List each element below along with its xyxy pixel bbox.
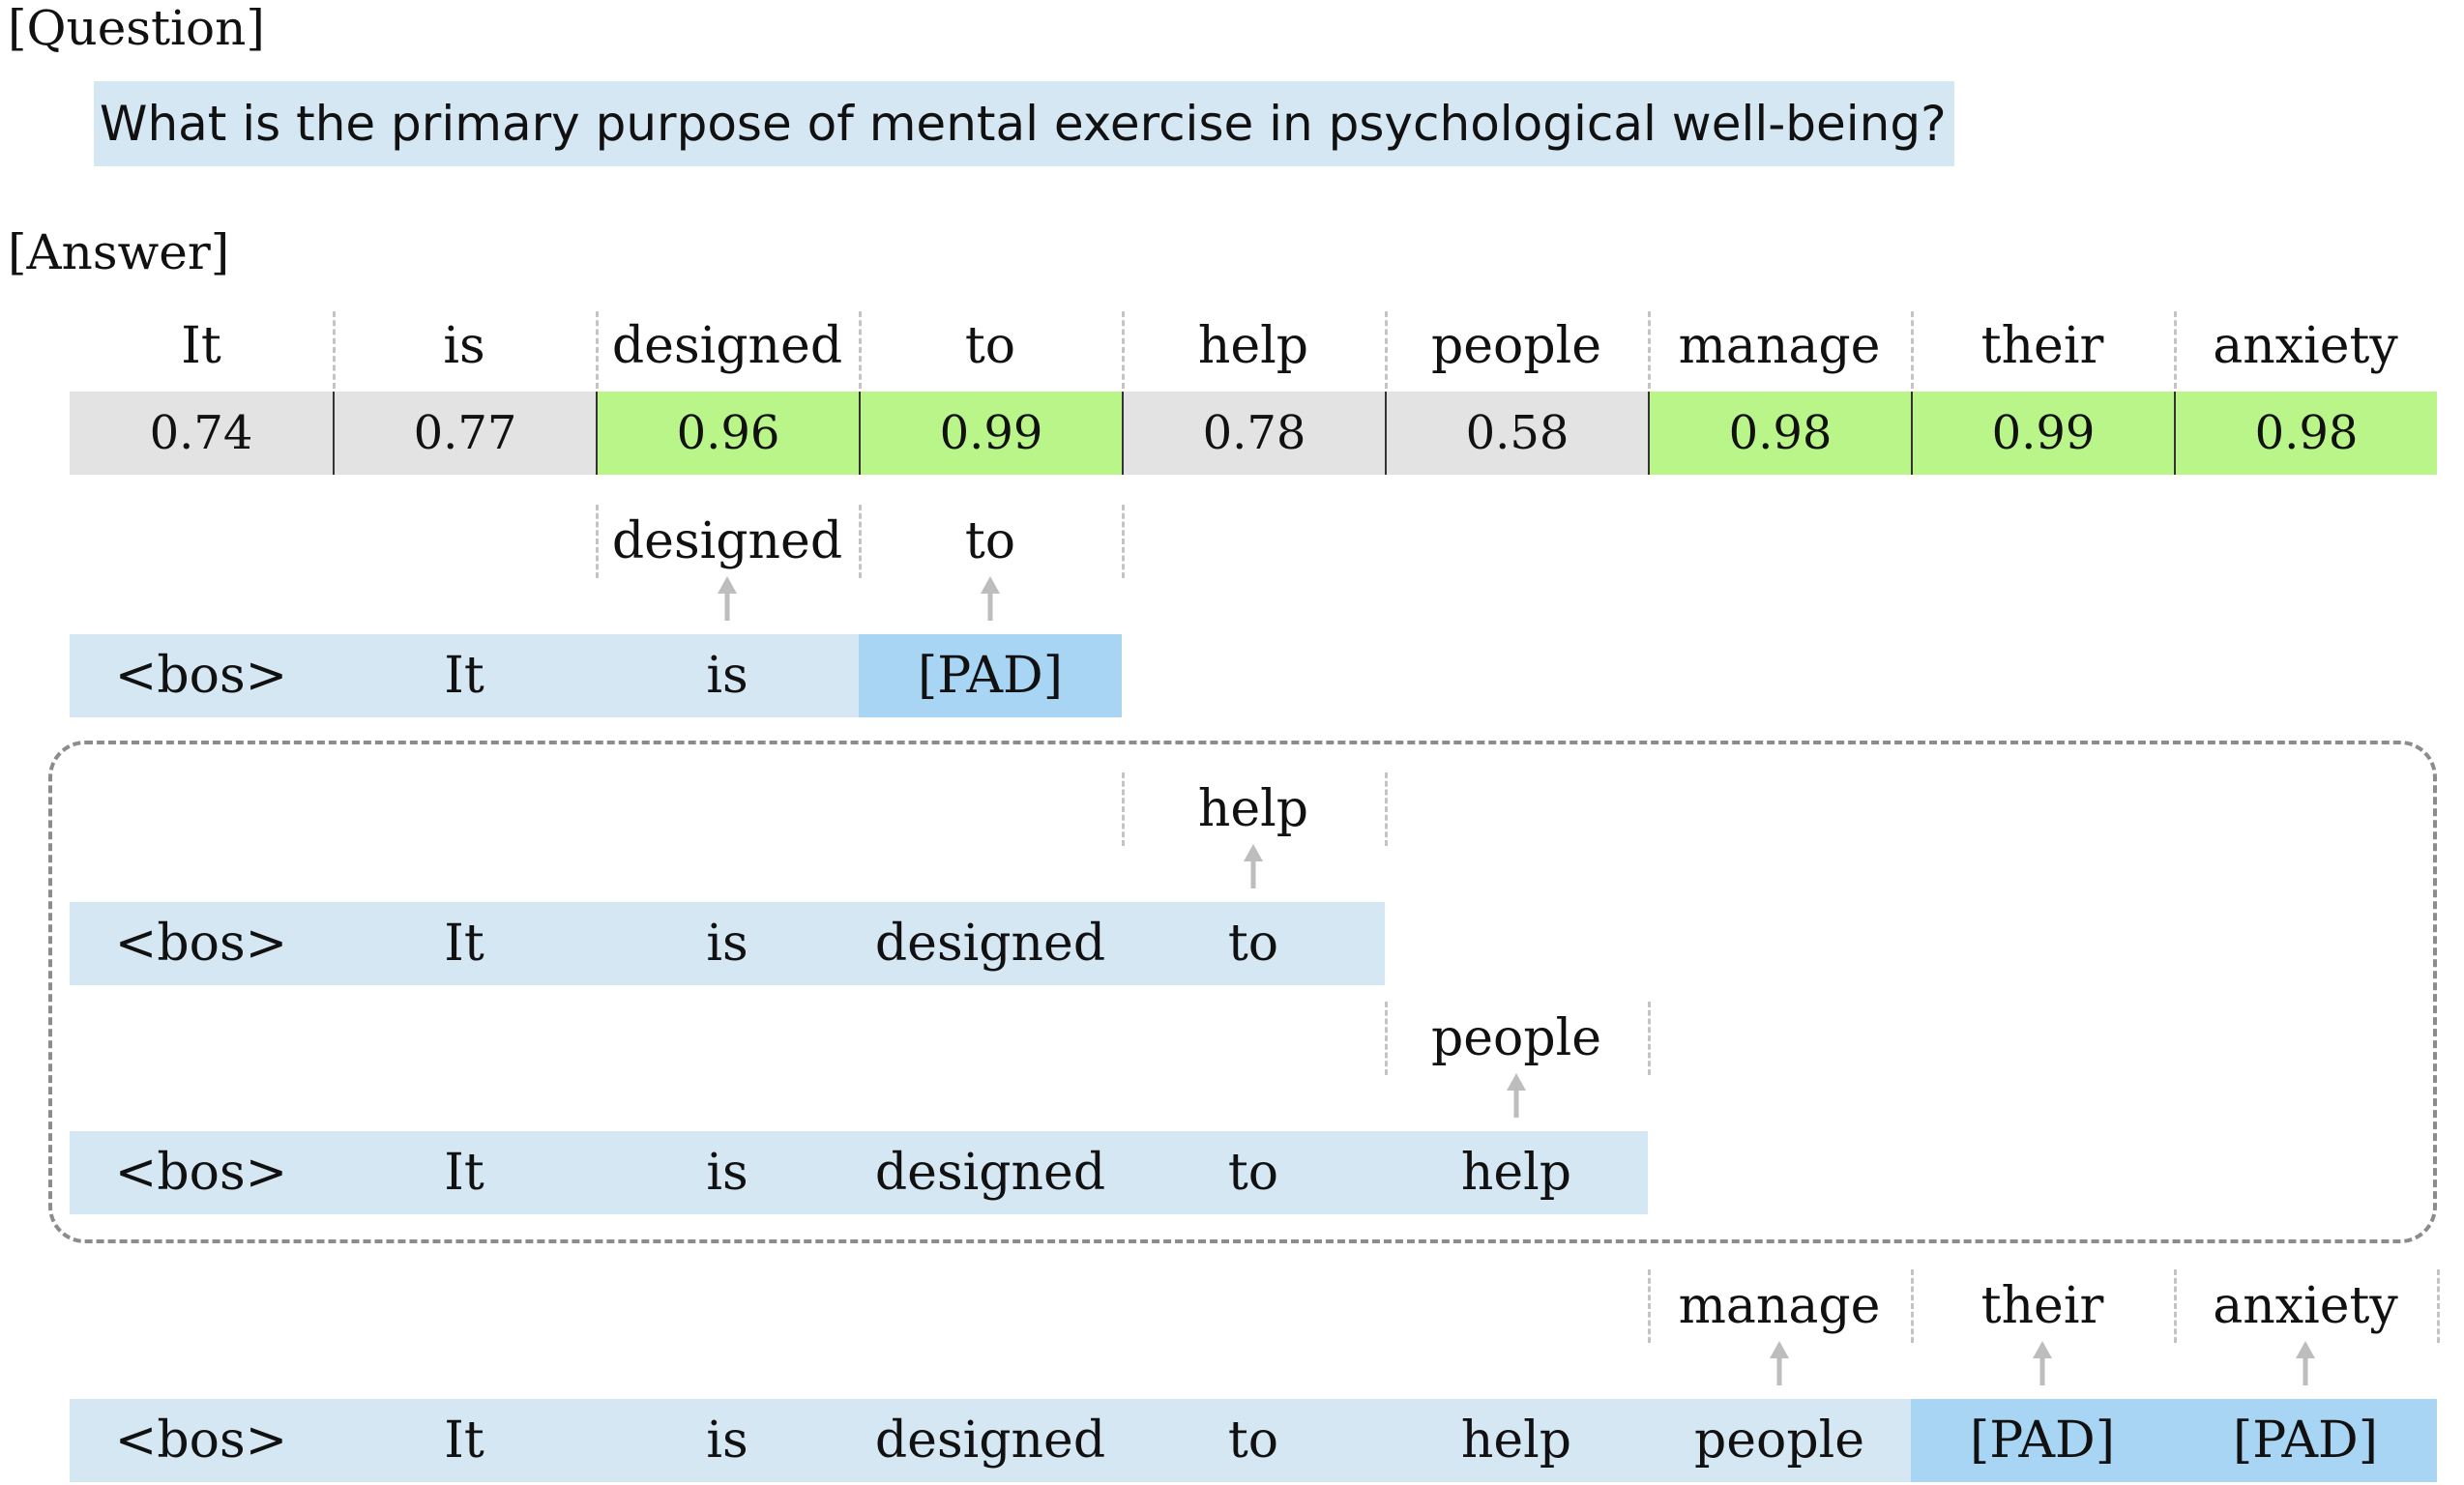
dashed-separator (1122, 311, 1125, 389)
input-token: It (444, 1144, 484, 1202)
dashed-separator (859, 505, 862, 578)
dashed-separator (1648, 311, 1651, 389)
token-sequence-band (70, 1131, 1648, 1214)
predicted-token: to (964, 512, 1016, 570)
pad-token: [PAD] (1911, 1399, 2174, 1482)
input-token: It (444, 647, 484, 705)
input-token: designed (874, 915, 1106, 973)
up-arrow-icon (2033, 1341, 2052, 1385)
input-token: to (1227, 915, 1279, 973)
confidence-cell: 0.74 (70, 392, 333, 475)
dashed-separator (596, 505, 599, 578)
up-arrow-icon (1770, 1341, 1789, 1385)
confidence-cell: 0.58 (1385, 392, 1648, 475)
answer-token: designed (611, 317, 843, 375)
input-token: is (706, 647, 748, 705)
dashed-separator (1385, 311, 1388, 389)
input-token: to (1227, 1144, 1279, 1202)
confidence-cell: 0.78 (1122, 392, 1385, 475)
dashed-separator (333, 311, 336, 389)
up-arrow-icon (2296, 1341, 2315, 1385)
predicted-token: manage (1678, 1277, 1881, 1335)
answer-label: [Answer] (8, 224, 230, 280)
up-arrow-icon (1507, 1073, 1526, 1118)
iteration-loop-box (48, 741, 2437, 1243)
confidence-cell: 0.99 (859, 392, 1122, 475)
up-arrow-icon (1244, 844, 1263, 888)
answer-token: manage (1678, 317, 1881, 375)
input-token: is (706, 1144, 748, 1202)
dashed-separator (1648, 1269, 1651, 1343)
answer-token: to (964, 317, 1016, 375)
predicted-token: designed (611, 512, 843, 570)
pad-token: [PAD] (859, 634, 1122, 717)
pad-token: [PAD] (2174, 1399, 2437, 1482)
answer-token: their (1980, 317, 2104, 375)
dashed-separator (2174, 1269, 2177, 1343)
dashed-separator (596, 311, 599, 389)
dashed-separator (1648, 1002, 1651, 1075)
question-text: What is the primary purpose of mental ex… (94, 81, 1954, 166)
answer-token: is (443, 317, 485, 375)
input-token: <bos> (114, 647, 288, 705)
predicted-token: people (1430, 1009, 1602, 1067)
input-token: <bos> (114, 1144, 288, 1202)
dashed-separator (2174, 311, 2177, 389)
answer-token: anxiety (2213, 317, 2398, 375)
dashed-separator (1911, 1269, 1914, 1343)
input-token: designed (874, 1412, 1106, 1470)
up-arrow-icon (981, 576, 1000, 621)
confidence-cell: 0.96 (596, 392, 859, 475)
input-token: <bos> (114, 915, 288, 973)
predicted-token: anxiety (2213, 1277, 2398, 1335)
input-token: is (706, 915, 748, 973)
input-token: help (1460, 1412, 1572, 1470)
dashed-separator (859, 311, 862, 389)
input-token: <bos> (114, 1412, 288, 1470)
dashed-separator (1122, 505, 1125, 578)
dashed-separator (1385, 1002, 1388, 1075)
predicted-token: their (1980, 1277, 2104, 1335)
input-token: people (1693, 1412, 1865, 1470)
confidence-cell: 0.77 (333, 392, 596, 475)
question-label: [Question] (8, 0, 265, 56)
answer-token: people (1430, 317, 1602, 375)
input-token: help (1460, 1144, 1572, 1202)
dashed-separator (1122, 772, 1125, 846)
dashed-separator (1385, 772, 1388, 846)
input-token: It (444, 1412, 484, 1470)
predicted-token: help (1197, 780, 1309, 838)
input-token: It (444, 915, 484, 973)
answer-token: help (1197, 317, 1309, 375)
answer-token: It (181, 317, 221, 375)
up-arrow-icon (718, 576, 737, 621)
confidence-cell: 0.98 (1648, 392, 1911, 475)
input-token: to (1227, 1412, 1279, 1470)
input-token: designed (874, 1144, 1106, 1202)
token-sequence-band (70, 902, 1385, 985)
dashed-separator (1911, 311, 1914, 389)
confidence-cell: 0.99 (1911, 392, 2174, 475)
input-token: is (706, 1412, 748, 1470)
dashed-separator (2437, 1269, 2440, 1343)
confidence-cell: 0.98 (2174, 392, 2437, 475)
